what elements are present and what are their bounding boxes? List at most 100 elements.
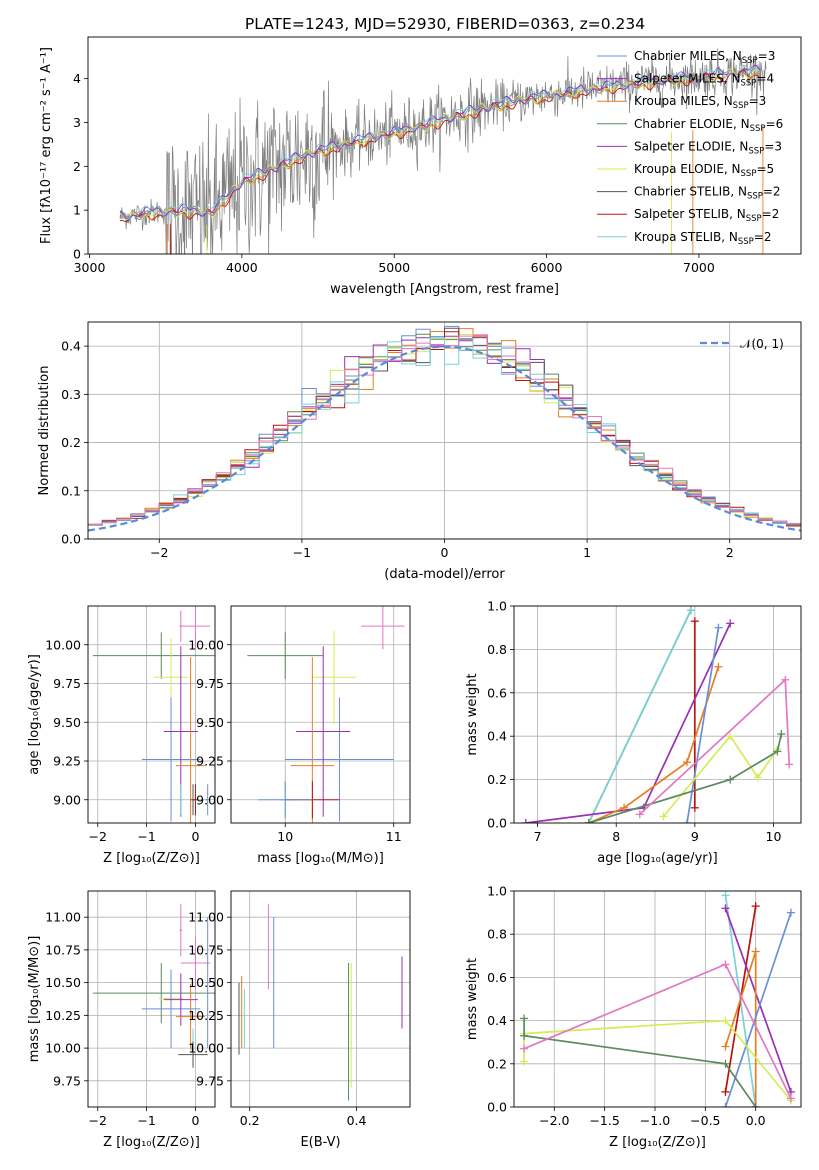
y-tick-label: 10.25 bbox=[188, 1008, 224, 1023]
y-tick-label: 10.50 bbox=[45, 975, 81, 990]
x-tick-label: 0 bbox=[441, 545, 449, 560]
y-axis-label: mass [log₁₀(M/M⊙)] bbox=[27, 936, 42, 1063]
y-tick-label: 0.6 bbox=[487, 970, 507, 985]
plot-area bbox=[92, 904, 215, 1068]
y-tick-label: 9.50 bbox=[53, 715, 81, 730]
x-tick-label: −1 bbox=[293, 545, 311, 560]
y-tick-label: 11.00 bbox=[188, 910, 224, 925]
plot-area bbox=[521, 606, 794, 823]
grid bbox=[514, 605, 801, 824]
grid bbox=[88, 891, 215, 1107]
axes-frame: 7 8 9 10 0.0 0.2 0.4 0.6 0.8 1.0 age [log₁₀(age/yr… bbox=[465, 599, 802, 866]
axes-border bbox=[230, 605, 411, 824]
mass-weight-line bbox=[724, 912, 792, 1107]
mass-weight-vs-age-panel: 7 8 9 10 0.0 0.2 0.4 0.6 0.8 1.0 age [log₁₀(age/yr… bbox=[465, 599, 802, 866]
x-tick-label: 0 bbox=[191, 1113, 199, 1128]
x-tick-label: 9 bbox=[691, 829, 699, 844]
legend-entry: Salpeter MILES, NSSP=4 bbox=[634, 72, 774, 89]
x-tick-label: 2 bbox=[726, 545, 734, 560]
y-axis-label: Flux [fλ10⁻¹⁷ erg cm⁻² s⁻¹ A⁻¹] bbox=[39, 47, 54, 244]
y-tick-label: 0.1 bbox=[61, 483, 81, 498]
x-axis-label: Z [log₁₀(Z/Z⊙)] bbox=[103, 1135, 200, 1150]
x-axis-label: age [log₁₀(age/yr)] bbox=[597, 851, 718, 866]
y-tick-label: 0.2 bbox=[487, 1056, 507, 1071]
x-axis-label: E(B-V) bbox=[300, 1135, 340, 1150]
x-tick-label: −0.5 bbox=[690, 1113, 720, 1128]
y-tick-label: 0.2 bbox=[487, 772, 507, 787]
y-tick-label: 1.0 bbox=[487, 884, 507, 899]
mass-weight-line bbox=[588, 666, 720, 823]
plot-area bbox=[238, 904, 403, 1101]
figure-title: PLATE=1243, MJD=52930, FIBERID=0363, z=0… bbox=[245, 15, 645, 33]
model-spectrum bbox=[119, 69, 761, 220]
x-tick-label: 5000 bbox=[378, 260, 410, 275]
mass-weight-vs-metallicity-panel: −2.0 −1.5 −1.0 −0.5 0.0 0.0 0.2 0.4 0.6 0.8 1.0 Z [… bbox=[465, 884, 802, 1150]
y-tick-label: 9.75 bbox=[53, 676, 81, 691]
mass-weight-line bbox=[724, 908, 792, 1093]
y-tick-label: 10.00 bbox=[188, 1041, 224, 1056]
axes-border bbox=[87, 890, 216, 1108]
axes-border bbox=[87, 321, 802, 540]
axes-border bbox=[513, 890, 802, 1108]
x-tick-label: −1 bbox=[137, 1113, 155, 1128]
y-tick-label: 0.8 bbox=[487, 642, 507, 657]
mass-vs-ebv-panel: 0.2 0.4 9.75 10.00 10.25 10.50 10.75 11.00 E(B-V… bbox=[188, 890, 411, 1150]
y-tick-label: 9.00 bbox=[196, 792, 224, 807]
age-vs-mass-panel: 10 11 9.00 9.25 9.50 9.75 10.00 mass [log₁₀(M/M… bbox=[188, 605, 411, 866]
axes-border bbox=[87, 36, 802, 255]
y-tick-label: 0.0 bbox=[487, 1100, 507, 1115]
mass-weight-line bbox=[662, 734, 779, 818]
x-tick-label: 0.4 bbox=[347, 1113, 367, 1128]
legend-entry: 𝒩(0, 1) bbox=[740, 337, 784, 351]
spectrum-panel: 3000 4000 5000 6000 7000 0 1 2 3 4 wavelength [Ang… bbox=[39, 36, 802, 297]
y-axis-label: mass weight bbox=[465, 673, 480, 755]
model-spectrum bbox=[119, 69, 761, 223]
y-tick-label: 0.0 bbox=[487, 816, 507, 831]
y-tick-label: 0.6 bbox=[487, 685, 507, 700]
x-tick-label: 8 bbox=[612, 829, 620, 844]
axes-border bbox=[230, 890, 411, 1108]
mass-weight-line bbox=[587, 609, 692, 823]
axes-frame: −2 −1 0 9.00 9.25 9.50 9.75 10.00 Z [log₁₀(Z/Z⊙)… bbox=[27, 605, 216, 866]
axes-frame: −2 −1 0 9.75 10.00 10.25 10.50 10.75 11.00 Z [log… bbox=[27, 890, 216, 1150]
x-tick-label: 3000 bbox=[74, 260, 106, 275]
y-tick-label: 0.3 bbox=[61, 387, 81, 402]
x-tick-label: −2 bbox=[89, 1113, 107, 1128]
x-tick-label: 1 bbox=[583, 545, 591, 560]
y-tick-label: 1 bbox=[73, 203, 81, 218]
legend: 𝒩(0, 1) bbox=[700, 337, 784, 351]
axes-frame: 0.2 0.4 9.75 10.00 10.25 10.50 10.75 11.00 E(B-V… bbox=[188, 890, 411, 1150]
x-tick-label: 6000 bbox=[531, 260, 563, 275]
mass-weight-line bbox=[588, 733, 783, 823]
mass-vs-metallicity-panel: −2 −1 0 9.75 10.00 10.25 10.50 10.75 11.00 Z [log… bbox=[27, 890, 216, 1150]
y-tick-label: 9.75 bbox=[196, 676, 224, 691]
x-tick-label: −2.0 bbox=[539, 1113, 569, 1128]
y-tick-label: 0.0 bbox=[61, 532, 81, 547]
plot-area bbox=[92, 606, 215, 823]
x-tick-label: 0.0 bbox=[746, 1113, 766, 1128]
x-tick-label: 10 bbox=[766, 829, 782, 844]
y-tick-label: 9.75 bbox=[196, 1073, 224, 1088]
legend-entry: Chabrier MILES, NSSP=3 bbox=[634, 49, 775, 66]
y-tick-label: 9.75 bbox=[53, 1073, 81, 1088]
y-tick-label: 0.8 bbox=[487, 927, 507, 942]
residual-histogram-panel: −2 −1 0 1 2 0.0 0.1 0.2 0.3 0.4 (data-model)/error… bbox=[37, 321, 802, 582]
axes-border bbox=[513, 605, 802, 824]
legend-entry: Salpeter ELODIE, NSSP=3 bbox=[634, 139, 782, 156]
y-tick-label: 1.0 bbox=[487, 599, 507, 614]
x-tick-label: 10 bbox=[277, 829, 293, 844]
histogram-step bbox=[88, 331, 801, 528]
legend-entry: Salpeter STELIB, NSSP=2 bbox=[634, 207, 779, 224]
model-spectrum bbox=[119, 64, 761, 220]
x-tick-label: 7 bbox=[534, 829, 542, 844]
y-tick-label: 11.00 bbox=[45, 910, 81, 925]
legend-entry: Kroupa ELODIE, NSSP=5 bbox=[634, 162, 774, 179]
x-tick-label: 7000 bbox=[683, 260, 715, 275]
y-axis-label: age [log₁₀(age/yr)] bbox=[27, 654, 42, 775]
y-axis-label: Normed distribution bbox=[37, 366, 52, 496]
model-spectrum bbox=[119, 65, 761, 220]
mass-weight-line bbox=[523, 1018, 757, 1107]
x-tick-label: 0 bbox=[191, 829, 199, 844]
axes-border bbox=[87, 605, 216, 824]
